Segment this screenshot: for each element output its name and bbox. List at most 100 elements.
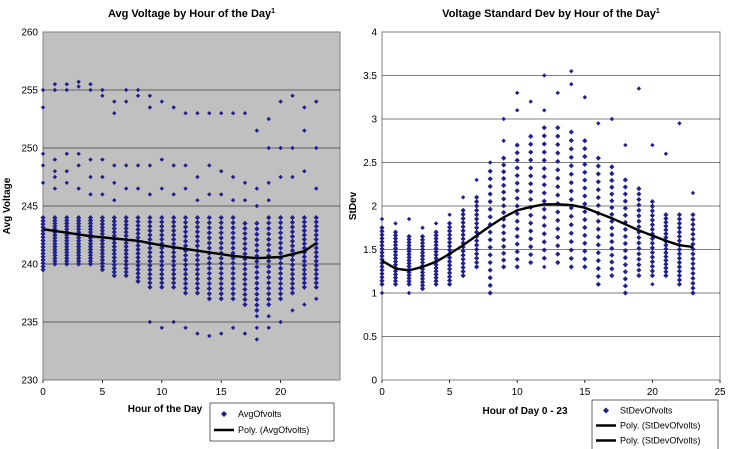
data-point <box>159 249 165 255</box>
data-point <box>76 84 81 89</box>
data-point <box>541 214 547 221</box>
data-point <box>419 233 426 240</box>
data-point <box>314 186 319 191</box>
data-point <box>218 245 224 251</box>
data-point <box>99 218 105 224</box>
data-point <box>568 188 574 194</box>
data-point <box>218 270 224 277</box>
data-point <box>52 235 58 241</box>
data-point <box>289 247 296 254</box>
data-point <box>254 325 260 330</box>
data-point <box>218 235 224 241</box>
data-point <box>649 222 655 228</box>
data-point <box>419 240 426 246</box>
data-point <box>40 221 46 227</box>
data-point <box>254 264 260 270</box>
data-point <box>636 86 642 91</box>
data-point <box>313 215 319 221</box>
data-point <box>447 232 453 238</box>
data-point <box>474 238 480 244</box>
data-point <box>542 73 547 78</box>
data-point <box>379 264 385 270</box>
data-point <box>690 241 696 247</box>
data-point <box>64 261 70 267</box>
data-point <box>313 280 319 286</box>
data-point <box>254 296 260 303</box>
data-point <box>266 215 272 221</box>
data-point <box>555 226 561 232</box>
y-tick-label: 1 <box>371 289 377 300</box>
data-point <box>135 274 141 281</box>
data-point <box>76 238 82 244</box>
data-point <box>242 111 248 116</box>
data-point <box>460 268 466 275</box>
data-point <box>690 190 696 196</box>
data-point <box>596 282 601 287</box>
data-point <box>254 203 260 209</box>
data-point <box>460 195 466 200</box>
data-point <box>230 245 236 251</box>
data-point <box>528 228 534 234</box>
data-point <box>76 235 82 241</box>
data-point <box>171 319 176 325</box>
data-point <box>52 82 58 87</box>
data-point <box>40 180 46 185</box>
data-point <box>392 252 399 258</box>
data-point <box>289 280 296 287</box>
data-point <box>182 224 189 230</box>
data-point <box>676 255 683 261</box>
data-point <box>313 232 319 238</box>
data-point <box>595 194 601 201</box>
data-point <box>218 240 224 246</box>
data-point <box>87 215 94 221</box>
data-point <box>219 111 224 116</box>
data-point <box>313 219 319 225</box>
data-point <box>278 225 284 231</box>
data-point <box>690 212 696 218</box>
data-point <box>419 273 426 279</box>
data-point <box>159 280 165 286</box>
data-point <box>52 169 58 174</box>
data-point <box>100 93 105 98</box>
data-point <box>159 267 165 273</box>
data-point <box>76 217 82 224</box>
data-point <box>555 259 561 266</box>
data-point <box>528 173 534 179</box>
data-point <box>111 269 117 275</box>
data-point <box>194 219 201 225</box>
data-point <box>460 236 466 242</box>
data-point <box>230 275 236 282</box>
data-point <box>135 222 141 229</box>
data-point <box>301 236 307 242</box>
data-point <box>313 284 319 290</box>
chart-title: Voltage Standard Dev by Hour of the Day1 <box>442 8 660 20</box>
data-point <box>147 267 153 273</box>
data-point <box>40 231 46 237</box>
data-point <box>690 275 696 281</box>
data-point <box>663 219 669 225</box>
data-point <box>278 245 284 251</box>
data-point <box>487 290 493 296</box>
data-point <box>690 246 696 252</box>
data-point <box>568 264 574 270</box>
data-point <box>183 325 188 330</box>
data-point <box>650 282 655 287</box>
data-point <box>487 267 493 273</box>
data-point <box>100 192 105 197</box>
data-point <box>487 237 493 243</box>
data-point <box>595 171 601 177</box>
data-point <box>218 255 224 261</box>
data-point <box>663 242 669 248</box>
data-point <box>230 215 236 221</box>
data-point <box>289 257 296 263</box>
data-point <box>230 286 236 292</box>
data-point <box>206 215 212 221</box>
data-point <box>64 215 70 221</box>
data-point <box>663 269 669 275</box>
data-point <box>64 241 70 247</box>
data-point <box>474 259 480 266</box>
data-point <box>622 255 628 261</box>
data-point <box>194 229 201 235</box>
trend-line <box>42 228 317 260</box>
data-point <box>52 258 58 264</box>
